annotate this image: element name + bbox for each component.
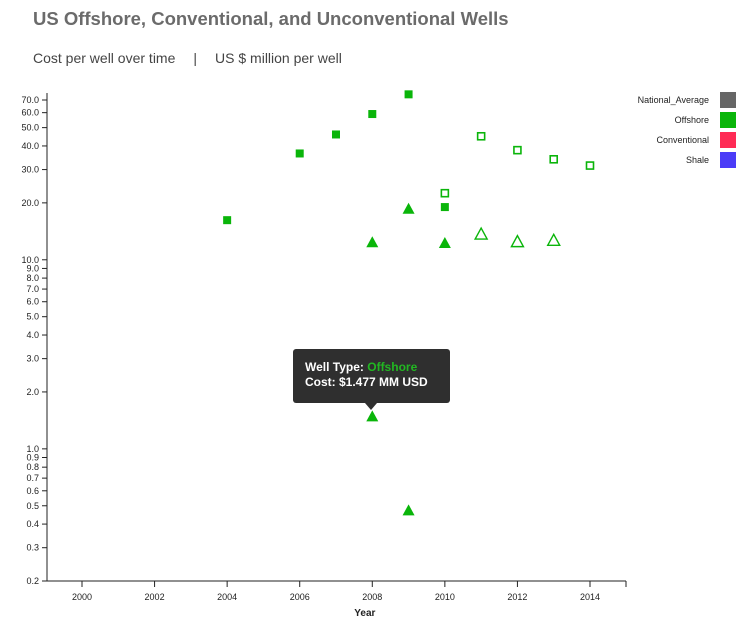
legend-item-offshore[interactable]: Offshore — [638, 110, 736, 130]
data-point-triangle — [366, 236, 379, 248]
y-tick-label: 0.5 — [26, 501, 39, 511]
data-point-triangle — [402, 202, 415, 214]
legend-label: Shale — [685, 155, 709, 165]
data-point-square — [440, 203, 449, 212]
legend-swatch — [720, 152, 736, 168]
legend-item-shale[interactable]: Shale — [638, 150, 736, 170]
legend-swatch — [720, 132, 736, 148]
x-tick-label: 2014 — [580, 592, 600, 602]
data-point-square — [440, 188, 450, 198]
y-tick-label: 0.9 — [26, 452, 39, 462]
legend-swatch — [720, 112, 736, 128]
y-tick-label: 8.0 — [26, 273, 39, 283]
x-tick-label: 2008 — [362, 592, 382, 602]
y-tick-label: 60.0 — [21, 108, 39, 118]
chart-title: US Offshore, Conventional, and Unconvent… — [33, 8, 509, 29]
data-point-triangle — [510, 234, 525, 248]
y-tick-label: 5.0 — [26, 312, 39, 322]
y-tick-label: 4.0 — [26, 330, 39, 340]
y-tick-label: 10.0 — [21, 255, 39, 265]
tooltip-arrow — [365, 403, 377, 410]
subtitle-description: Cost per well over time — [33, 50, 176, 66]
y-tick-label: 6.0 — [26, 297, 39, 307]
data-point-square — [476, 131, 486, 141]
x-tick-label: 2006 — [290, 592, 310, 602]
data-point-triangle — [546, 232, 561, 247]
tooltip-cost: Cost: $1.477 MM USD — [305, 375, 428, 389]
data-point-square — [549, 154, 559, 164]
legend-label: Offshore — [674, 115, 709, 125]
tooltip-type-value: Offshore — [367, 360, 418, 374]
y-tick-label: 0.3 — [26, 543, 39, 553]
x-tick-label: 2004 — [217, 592, 237, 602]
axes: 0.2 0.3 0.4 0.5 0.6 0.70.80.91.0 2.0 3.0 4.0 5.0 6… — [21, 93, 627, 619]
subtitle-separator: | — [193, 50, 198, 66]
y-tick-label: 0.6 — [26, 486, 39, 496]
y-tick-label: 70.0 — [21, 95, 39, 105]
y-tick-label: 7.0 — [26, 284, 39, 294]
legend-label: National_Average — [637, 95, 709, 105]
chart-subtitle: Cost per well over time | US $ million per… — [33, 50, 342, 66]
tooltip-type-label: Well Type: — [305, 360, 368, 374]
legend: National_Average Offshore Conventional S… — [638, 90, 736, 170]
data-point-square — [513, 145, 522, 155]
y-tick-label: 50.0 — [21, 123, 39, 133]
data-point-square — [295, 149, 304, 158]
x-tick-label: 2010 — [435, 592, 455, 602]
data-point-square — [368, 110, 377, 119]
tooltip: Well Type: Offshore Cost: $1.477 MM USD — [293, 349, 450, 403]
data-point-square — [223, 216, 232, 225]
legend-item-national-average[interactable]: National_Average — [638, 90, 736, 110]
x-axis-title: Year — [354, 608, 375, 619]
subtitle-units: US $ million per well — [215, 50, 342, 66]
y-tick-label: 0.8 — [26, 462, 39, 472]
data-point-triangle — [402, 504, 415, 516]
y-tick-label: 1.0 — [26, 444, 39, 454]
y-tick-label: 0.7 — [26, 473, 39, 483]
legend-label: Conventional — [656, 135, 709, 145]
y-tick-label: 3.0 — [26, 354, 39, 364]
data-point-triangle — [473, 226, 489, 240]
y-tick-label: 0.4 — [26, 519, 39, 529]
y-tick-label: 0.2 — [26, 576, 39, 586]
x-tick-label: 2012 — [507, 592, 527, 602]
data-point-square — [585, 161, 595, 170]
y-tick-label: 20.0 — [21, 198, 39, 208]
tooltip-type-line: Well Type: Offshore — [305, 360, 438, 375]
x-tick-label: 2000 — [72, 592, 92, 602]
legend-swatch — [720, 92, 736, 108]
y-tick-label: 30.0 — [21, 165, 39, 175]
y-tick-label: 9.0 — [26, 263, 39, 273]
data-point-square — [404, 90, 413, 99]
legend-item-conventional[interactable]: Conventional — [638, 130, 736, 150]
y-tick-label: 40.0 — [21, 141, 39, 151]
data-point-square — [332, 130, 340, 139]
data-point-triangle — [438, 236, 451, 248]
x-tick-label: 2002 — [145, 592, 165, 602]
data-point-triangle — [366, 410, 379, 422]
y-tick-label: 2.0 — [26, 387, 39, 397]
data-points — [223, 90, 595, 516]
